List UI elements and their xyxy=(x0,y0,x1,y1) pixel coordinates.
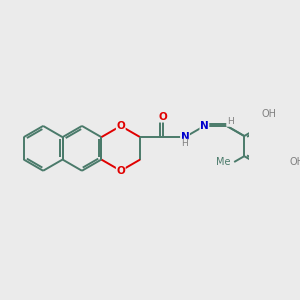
Text: O: O xyxy=(158,112,167,122)
Text: H: H xyxy=(182,139,188,148)
Text: OH: OH xyxy=(289,157,300,167)
Text: O: O xyxy=(116,166,125,176)
Text: N: N xyxy=(200,121,209,131)
Text: O: O xyxy=(116,121,125,131)
Text: H: H xyxy=(227,117,233,126)
Text: OH: OH xyxy=(262,109,277,119)
Text: Me: Me xyxy=(215,157,230,167)
Text: N: N xyxy=(181,132,189,142)
